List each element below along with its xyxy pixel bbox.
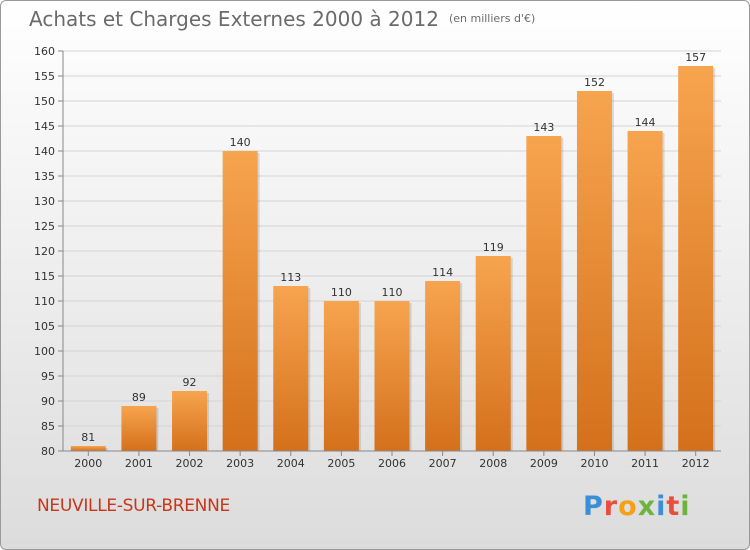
- bar: [323, 301, 359, 451]
- x-tick-label: 2011: [631, 457, 659, 470]
- bar-value-label: 119: [483, 241, 504, 254]
- bar: [121, 406, 157, 451]
- bar: [526, 136, 562, 451]
- bar-value-label: 92: [183, 376, 197, 389]
- y-tick-label: 125: [34, 220, 55, 233]
- x-tick-label: 2006: [378, 457, 406, 470]
- bar-value-label: 89: [132, 391, 146, 404]
- bar: [425, 281, 461, 451]
- x-tick-label: 2010: [580, 457, 608, 470]
- bar-value-label: 81: [81, 431, 95, 444]
- bar: [475, 256, 511, 451]
- y-tick-label: 105: [34, 320, 55, 333]
- y-tick-label: 140: [34, 145, 55, 158]
- bar: [374, 301, 410, 451]
- bar: [222, 151, 258, 451]
- x-axis: 2000 2001 2002 2003 2004 2005 2006 2007 2008 2009…: [63, 450, 721, 470]
- bar-value-label: 140: [230, 136, 251, 149]
- chart-title: Achats et Charges Externes 2000 à 2012 (e…: [29, 7, 535, 31]
- bar: [576, 91, 612, 451]
- logo-letter: i: [680, 491, 691, 522]
- logo-letter: o: [618, 491, 638, 522]
- bar: [172, 391, 208, 451]
- bar: [70, 446, 106, 451]
- bar-value-label: 113: [280, 271, 301, 284]
- bars: 81 89 92 140 113 110 110 114 119 143 152 144 157: [70, 51, 716, 451]
- bar-value-label: 152: [584, 76, 605, 89]
- logo-letter: i: [656, 491, 667, 522]
- y-tick-label: 145: [34, 120, 55, 133]
- bar-value-label: 114: [432, 266, 453, 279]
- proxiti-logo: Proxiti: [583, 491, 691, 522]
- chart-unit: (en milliers d'€): [448, 12, 536, 25]
- y-tick-label: 120: [34, 245, 55, 258]
- bar-value-label: 144: [635, 116, 656, 129]
- place-name: NEUVILLE-SUR-BRENNE: [37, 496, 230, 516]
- y-tick-label: 150: [34, 95, 55, 108]
- y-tick-label: 100: [34, 345, 55, 358]
- y-axis: 80 85 90 95 100 105 110 115 120 125 130 135 140 145 15…: [34, 45, 64, 458]
- y-tick-label: 80: [41, 445, 55, 458]
- bar: [627, 131, 663, 451]
- y-tick-label: 135: [34, 170, 55, 183]
- y-tick-label: 160: [34, 45, 55, 58]
- logo-letter: x: [637, 491, 657, 522]
- logo-letter: P: [583, 491, 604, 522]
- x-tick-label: 2002: [176, 457, 204, 470]
- y-tick-label: 110: [34, 295, 55, 308]
- x-tick-label: 2001: [125, 457, 153, 470]
- x-tick-label: 2005: [327, 457, 355, 470]
- x-tick-label: 2004: [277, 457, 305, 470]
- y-tick-label: 130: [34, 195, 55, 208]
- y-tick-label: 95: [41, 370, 55, 383]
- logo-letter: r: [603, 491, 619, 522]
- bar-value-label: 143: [533, 121, 554, 134]
- x-tick-label: 2000: [74, 457, 102, 470]
- bar-value-label: 157: [685, 51, 706, 64]
- bar-value-label: 110: [331, 286, 352, 299]
- y-tick-label: 90: [41, 395, 55, 408]
- x-tick-label: 2007: [429, 457, 457, 470]
- y-tick-label: 115: [34, 270, 55, 283]
- x-tick-label: 2008: [479, 457, 507, 470]
- x-tick-label: 2003: [226, 457, 254, 470]
- y-tick-label: 85: [41, 420, 55, 433]
- bar-value-label: 110: [382, 286, 403, 299]
- logo-letter: t: [666, 491, 681, 522]
- x-tick-label: 2012: [682, 457, 710, 470]
- chart-title-text: Achats et Charges Externes 2000 à 2012: [29, 7, 439, 31]
- bar: [273, 286, 309, 451]
- y-tick-label: 155: [34, 70, 55, 83]
- bar: [678, 66, 714, 451]
- x-tick-label: 2009: [530, 457, 558, 470]
